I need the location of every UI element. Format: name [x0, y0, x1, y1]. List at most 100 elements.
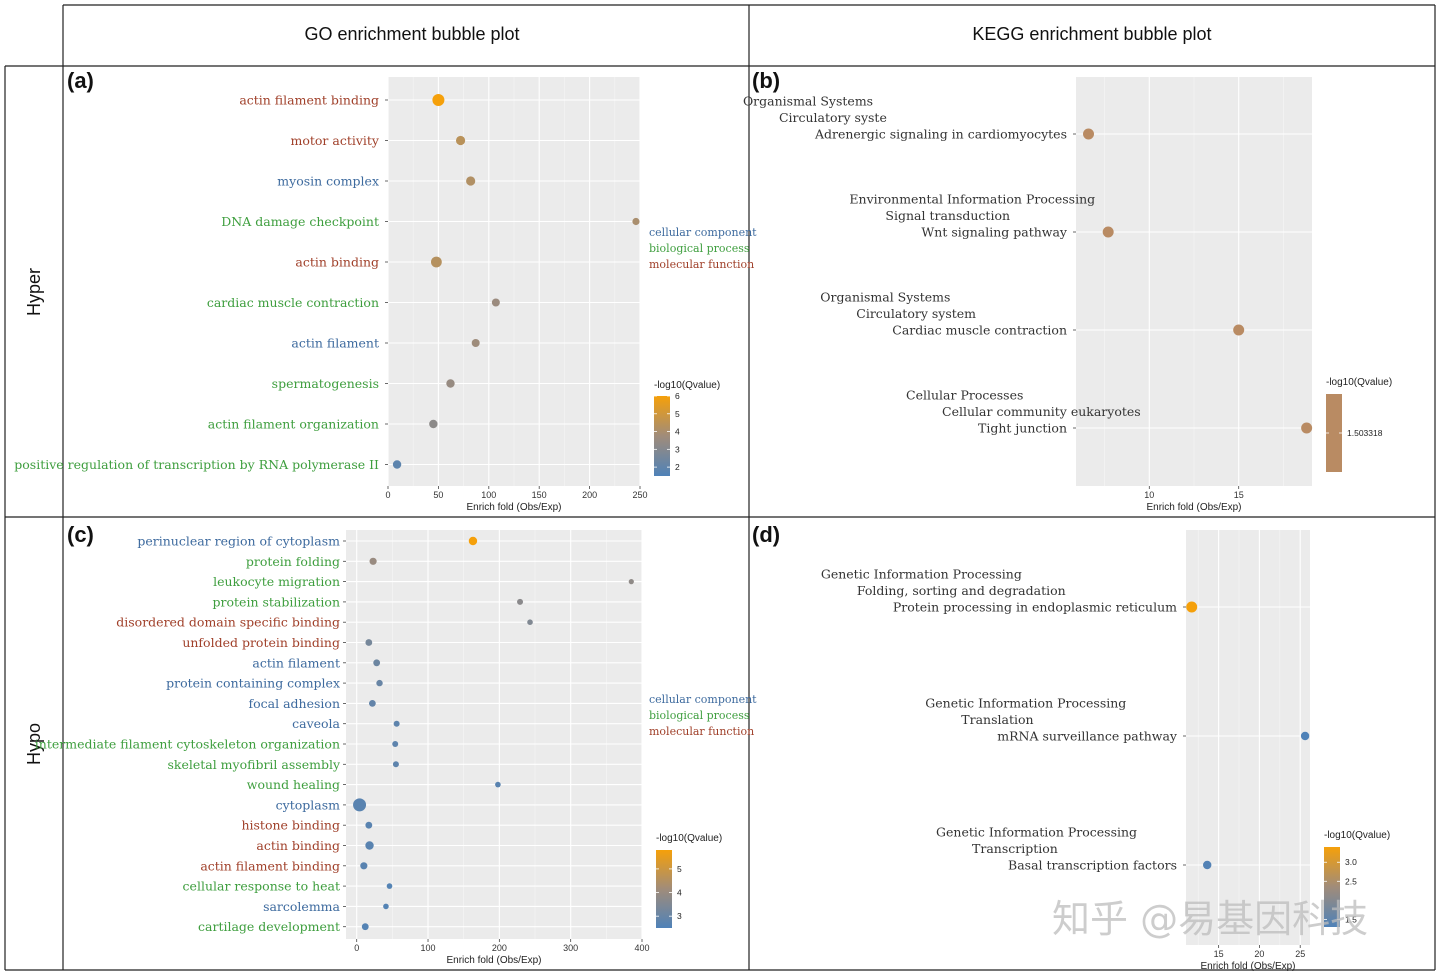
data-point — [432, 94, 445, 106]
pathway-subclass-label: Cellular community eukaryotes — [942, 404, 1141, 419]
data-point — [360, 862, 368, 870]
x-tick-label: 25 — [1295, 949, 1305, 959]
color-legend-tick: 5 — [677, 864, 682, 874]
y-category-label: cartilage development — [198, 919, 340, 934]
pathway-subclass-label: Translation — [961, 712, 1033, 727]
pathway-subclass-label: Circulatory syste — [779, 110, 887, 125]
pathway-class-label: Organismal Systems — [743, 94, 873, 109]
y-category-label: unfolded protein binding — [182, 635, 340, 650]
data-point — [353, 798, 367, 812]
pathway-class-label: Environmental Information Processing — [849, 192, 1095, 207]
data-point — [495, 781, 501, 788]
x-tick-label: 15 — [1214, 949, 1224, 959]
color-legend-title: -log10(Qvalue) — [1326, 377, 1392, 388]
watermark: 知乎 @易基因科技 — [1052, 897, 1368, 941]
panel-c-go-hypo: 0 100 200 300 400 Enrich fold (Obs/Exp) perinu… — [35, 530, 757, 966]
y-category-label: actin filament organization — [208, 417, 379, 432]
data-point — [1083, 128, 1095, 140]
y-category-label: motor activity — [291, 133, 380, 148]
color-legend-tick: 2 — [675, 462, 680, 472]
category-legend-entry: cellular component — [649, 693, 757, 706]
x-axis-title: Enrich fold (Obs/Exp) — [1146, 502, 1241, 513]
y-category-label: skeletal myofibril assembly — [167, 757, 340, 772]
data-point — [1203, 860, 1212, 870]
color-legend-tick: 1.503318 — [1347, 428, 1383, 438]
x-tick-label: 150 — [532, 490, 547, 500]
y-category-label: actin binding — [256, 838, 340, 853]
data-point — [1102, 226, 1114, 238]
x-tick-label: 200 — [582, 490, 597, 500]
data-point — [517, 598, 524, 605]
category-legend-entry: cellular component — [649, 226, 757, 239]
data-point — [491, 298, 500, 307]
y-category-label: actin filament binding — [200, 858, 340, 873]
data-point — [386, 883, 393, 889]
y-category-label: intermediate filament cytoskeleton organ… — [35, 737, 340, 752]
data-point — [392, 460, 402, 469]
pathway-name-label: mRNA surveillance pathway — [997, 729, 1178, 744]
data-point — [368, 700, 376, 707]
data-point — [1301, 422, 1313, 434]
x-tick-label: 200 — [492, 943, 507, 953]
y-category-label: disordered domain specific binding — [116, 615, 340, 630]
color-legend-bar — [656, 850, 672, 928]
x-tick-label: 0 — [385, 490, 390, 500]
y-category-label: perinuclear region of cytoplasm — [137, 534, 340, 549]
y-category-label: positive regulation of transcription by … — [14, 457, 379, 472]
data-point — [365, 841, 374, 850]
x-axis-title: Enrich fold (Obs/Exp) — [446, 955, 541, 966]
x-tick-label: 15 — [1234, 490, 1244, 500]
x-axis-title: Enrich fold (Obs/Exp) — [1200, 961, 1295, 972]
y-category-label: leukocyte migration — [213, 574, 340, 589]
x-tick-label: 100 — [421, 943, 436, 953]
category-legend-entry: biological process — [649, 242, 750, 255]
data-point — [393, 720, 400, 727]
pathway-class-label: Genetic Information Processing — [821, 567, 1022, 582]
plot-background — [1186, 530, 1310, 945]
category-legend-entry: biological process — [649, 709, 750, 722]
pathway-subclass-label: Folding, sorting and degradation — [857, 583, 1066, 598]
y-category-label: spermatogenesis — [272, 376, 379, 391]
x-tick-label: 400 — [634, 943, 649, 953]
category-legend-entry: molecular function — [649, 725, 754, 738]
y-category-label: cardiac muscle contraction — [207, 295, 379, 310]
panel-a-go-hyper: 0 50 100 150 200 250 Enrich fold (Obs/Exp) acti… — [14, 77, 757, 513]
color-legend-tick: 4 — [675, 427, 680, 437]
data-point — [365, 821, 373, 829]
pathway-class-label: Genetic Information Processing — [936, 825, 1137, 840]
data-point — [632, 217, 640, 226]
x-axis-title: Enrich fold (Obs/Exp) — [466, 502, 561, 513]
go-column-header: GO enrichment bubble plot — [304, 24, 519, 44]
color-legend-title: -log10(Qvalue) — [654, 380, 720, 391]
color-legend-title: -log10(Qvalue) — [656, 833, 722, 844]
y-category-label: myosin complex — [277, 174, 379, 189]
hyper-row-label: Hyper — [24, 268, 44, 316]
color-legend-bar — [1326, 394, 1342, 472]
data-point — [365, 639, 373, 646]
color-legend-title: -log10(Qvalue) — [1324, 830, 1390, 841]
data-point — [446, 379, 455, 388]
y-category-label: sarcolemma — [263, 899, 340, 914]
pathway-name-label: Basal transcription factors — [1008, 858, 1177, 873]
color-legend-tick: 2.5 — [1345, 876, 1357, 886]
panel-b-kegg-hyper: 10 15 Enrich fold (Obs/Exp) Adrenergic sign… — [743, 77, 1392, 513]
x-tick-label: 50 — [433, 490, 443, 500]
color-legend-tick: 6 — [675, 391, 680, 401]
data-point — [392, 761, 399, 768]
data-point — [468, 536, 478, 546]
color-legend-tick: 3 — [677, 911, 682, 921]
x-tick-label: 10 — [1144, 490, 1154, 500]
pathway-class-label: Organismal Systems — [820, 290, 950, 305]
pathway-subclass-label: Transcription — [972, 841, 1058, 856]
panel-a-letter: (a) — [67, 68, 94, 93]
panel-d-letter: (d) — [752, 522, 780, 547]
pathway-subclass-label: Signal transduction — [885, 208, 1010, 223]
data-point — [455, 135, 466, 146]
kegg-column-header: KEGG enrichment bubble plot — [972, 24, 1211, 44]
plot-background — [346, 530, 642, 939]
y-category-label: actin binding — [295, 255, 379, 270]
color-legend-tick: 4 — [677, 888, 682, 898]
data-point — [373, 659, 381, 667]
